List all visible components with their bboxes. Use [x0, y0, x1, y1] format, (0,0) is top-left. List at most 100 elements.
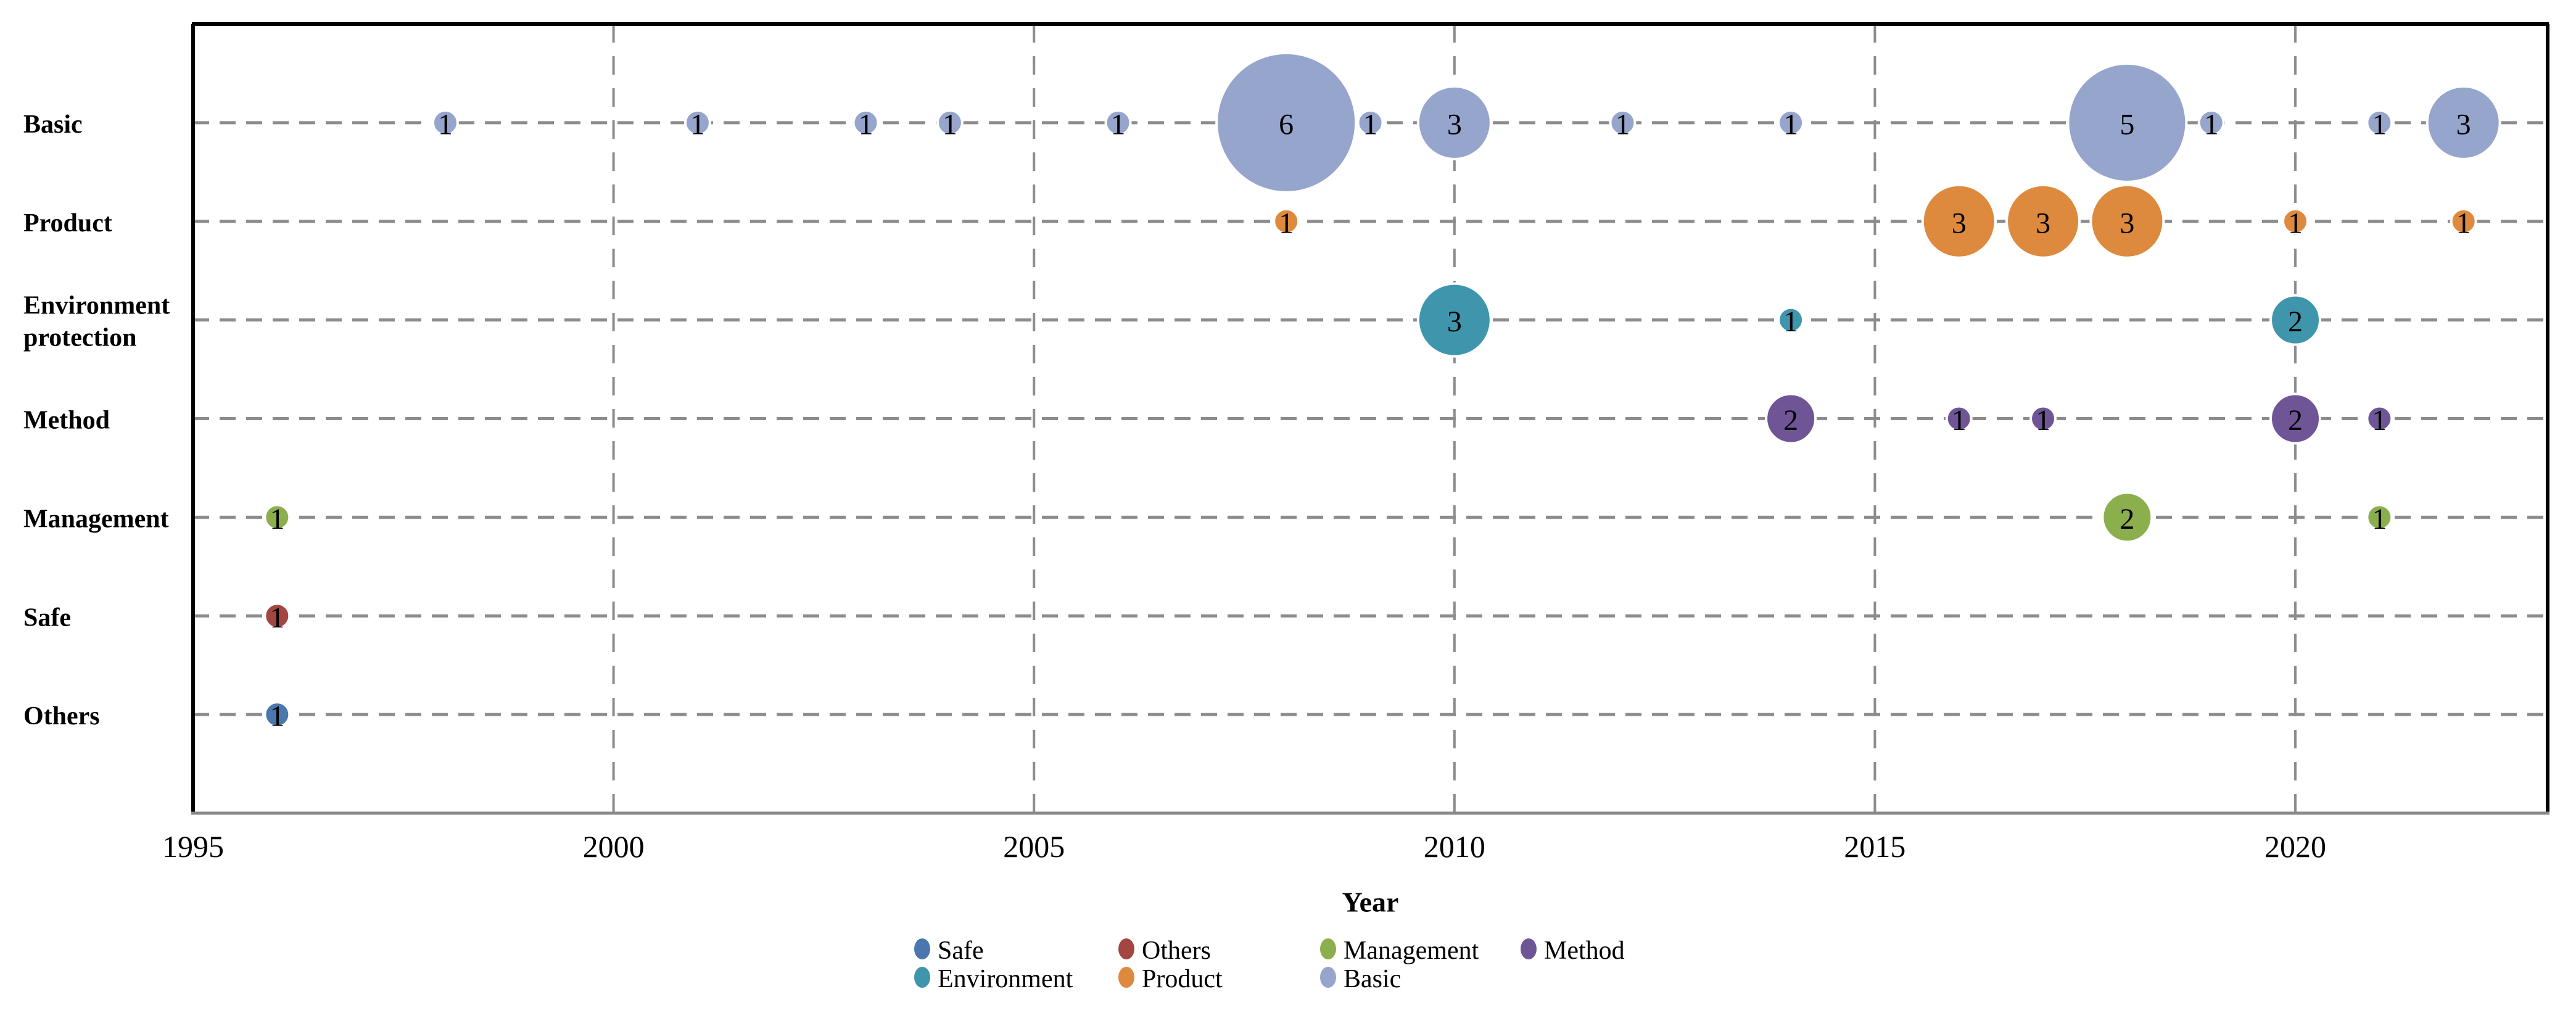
bubble-label: 1	[943, 108, 957, 141]
bubble-label: 3	[1952, 207, 1967, 239]
bubble-label: 2	[2120, 503, 2134, 536]
bubble-label: 3	[1447, 108, 1462, 141]
bubble	[1104, 109, 1132, 136]
legend-dot	[914, 938, 930, 959]
bubble	[263, 701, 291, 729]
x-tick-label: 1995	[162, 829, 224, 864]
bubble-label: 1	[2036, 404, 2050, 437]
bubble	[2005, 183, 2081, 259]
x-axis-title: Year	[1342, 887, 1399, 918]
bubble	[2366, 405, 2393, 432]
bubble	[2029, 405, 2057, 432]
bubble	[2425, 85, 2501, 160]
bubble	[1921, 183, 1997, 259]
category-label: protection	[23, 324, 137, 352]
bubble-label: 2	[1783, 404, 1798, 437]
gridlines	[193, 24, 2548, 813]
bubble-label: 1	[1952, 404, 1967, 437]
bubble-label: 3	[2456, 108, 2471, 141]
bubble	[2269, 392, 2322, 445]
category-label: Environment	[23, 292, 170, 320]
x-tick-label: 2000	[583, 829, 645, 864]
bubble-label: 1	[1783, 108, 1798, 141]
x-tick-label: 2015	[1844, 829, 1905, 864]
category-label: Product	[23, 209, 112, 238]
bubble-label: 1	[270, 602, 284, 634]
bubble-label: 1	[1615, 108, 1630, 141]
category-label: Method	[23, 407, 110, 435]
legend-dot	[1320, 938, 1336, 959]
bubble	[1416, 282, 1492, 358]
bubble	[263, 503, 291, 531]
bubble-label: 1	[2456, 207, 2471, 239]
bubbles: 6 5 3 3 3 3 3 3 2 2 2 2 1 1 1 1 1 1 1 1 1 1 1 1 1 1 1 1 1 1 1 1 1	[263, 51, 2501, 733]
bubble	[2450, 207, 2477, 235]
x-tick-label: 2020	[2264, 829, 2326, 864]
bubble	[1945, 405, 1973, 432]
bubble	[2197, 109, 2225, 136]
bubble-label: 5	[2120, 108, 2134, 141]
bubble	[2066, 62, 2188, 183]
category-label: Safe	[23, 603, 71, 632]
bubble-label: 1	[2288, 207, 2303, 239]
category-label: Management	[23, 505, 169, 533]
bubble-label: 2	[2288, 404, 2303, 437]
plot-border	[191, 22, 2549, 815]
legend-dot	[1118, 967, 1134, 988]
legend-dot	[1118, 938, 1134, 959]
bubble-label: 3	[2120, 207, 2134, 239]
bubble-label: 1	[1279, 207, 1294, 239]
legend-item: Environment	[914, 965, 1073, 993]
x-tick-labels: 1995 2000 2005 2010 2015 2020	[162, 829, 2326, 864]
legend-dot	[1320, 967, 1336, 988]
bubble	[1273, 207, 1300, 235]
legend-item: Management	[1320, 937, 1479, 965]
bubble	[2366, 109, 2393, 136]
bubble-label: 1	[690, 108, 705, 141]
legend-label: Safe	[938, 937, 984, 965]
bubble-label: 1	[270, 700, 284, 733]
bubble	[1777, 109, 1805, 136]
category-labels: Basic Product Environment protection Method M…	[23, 110, 170, 730]
x-tick-label: 2005	[1003, 829, 1065, 864]
bubble	[683, 109, 711, 136]
x-tick-label: 2010	[1424, 829, 1485, 864]
bubble-label: 1	[1783, 305, 1798, 338]
bubble	[1215, 51, 1358, 194]
legend-label: Product	[1142, 965, 1223, 993]
legend-item: Others	[1118, 937, 1211, 965]
bubble	[431, 109, 459, 136]
legend-item: Product	[1118, 965, 1223, 993]
bubble	[936, 109, 964, 136]
bubble	[852, 109, 880, 136]
legend-item: Method	[1521, 937, 1625, 965]
bubble-label: 6	[1279, 108, 1294, 141]
bubble-label: 3	[1447, 305, 1462, 338]
bubble	[2366, 503, 2393, 531]
legend-item: Basic	[1320, 965, 1401, 993]
bubble	[2089, 183, 2165, 259]
bubble	[263, 602, 291, 630]
legend-item: Safe	[914, 937, 984, 965]
legend-label: Environment	[938, 965, 1073, 993]
legend-dot	[1521, 938, 1537, 959]
bubble-label: 3	[2036, 207, 2050, 239]
category-label: Basic	[23, 110, 83, 139]
bubble	[1777, 306, 1805, 334]
bubble-label: 1	[2372, 404, 2387, 437]
category-label: Others	[23, 702, 100, 730]
bubble-label: 1	[2372, 108, 2387, 141]
bubble	[1416, 85, 1492, 160]
legend-label: Management	[1344, 937, 1479, 965]
bubble-label: 1	[2204, 108, 2219, 141]
bubble-label: 2	[2288, 305, 2303, 338]
bubble-label: 1	[859, 108, 873, 141]
bubble	[1609, 109, 1637, 136]
bubble	[1356, 109, 1384, 136]
bubble-label: 1	[1363, 108, 1378, 141]
legend-label: Others	[1142, 937, 1211, 965]
legend: Safe Others Management Method Environment Pro…	[914, 937, 1625, 993]
legend-dot	[914, 967, 930, 988]
legend-label: Basic	[1344, 965, 1401, 993]
